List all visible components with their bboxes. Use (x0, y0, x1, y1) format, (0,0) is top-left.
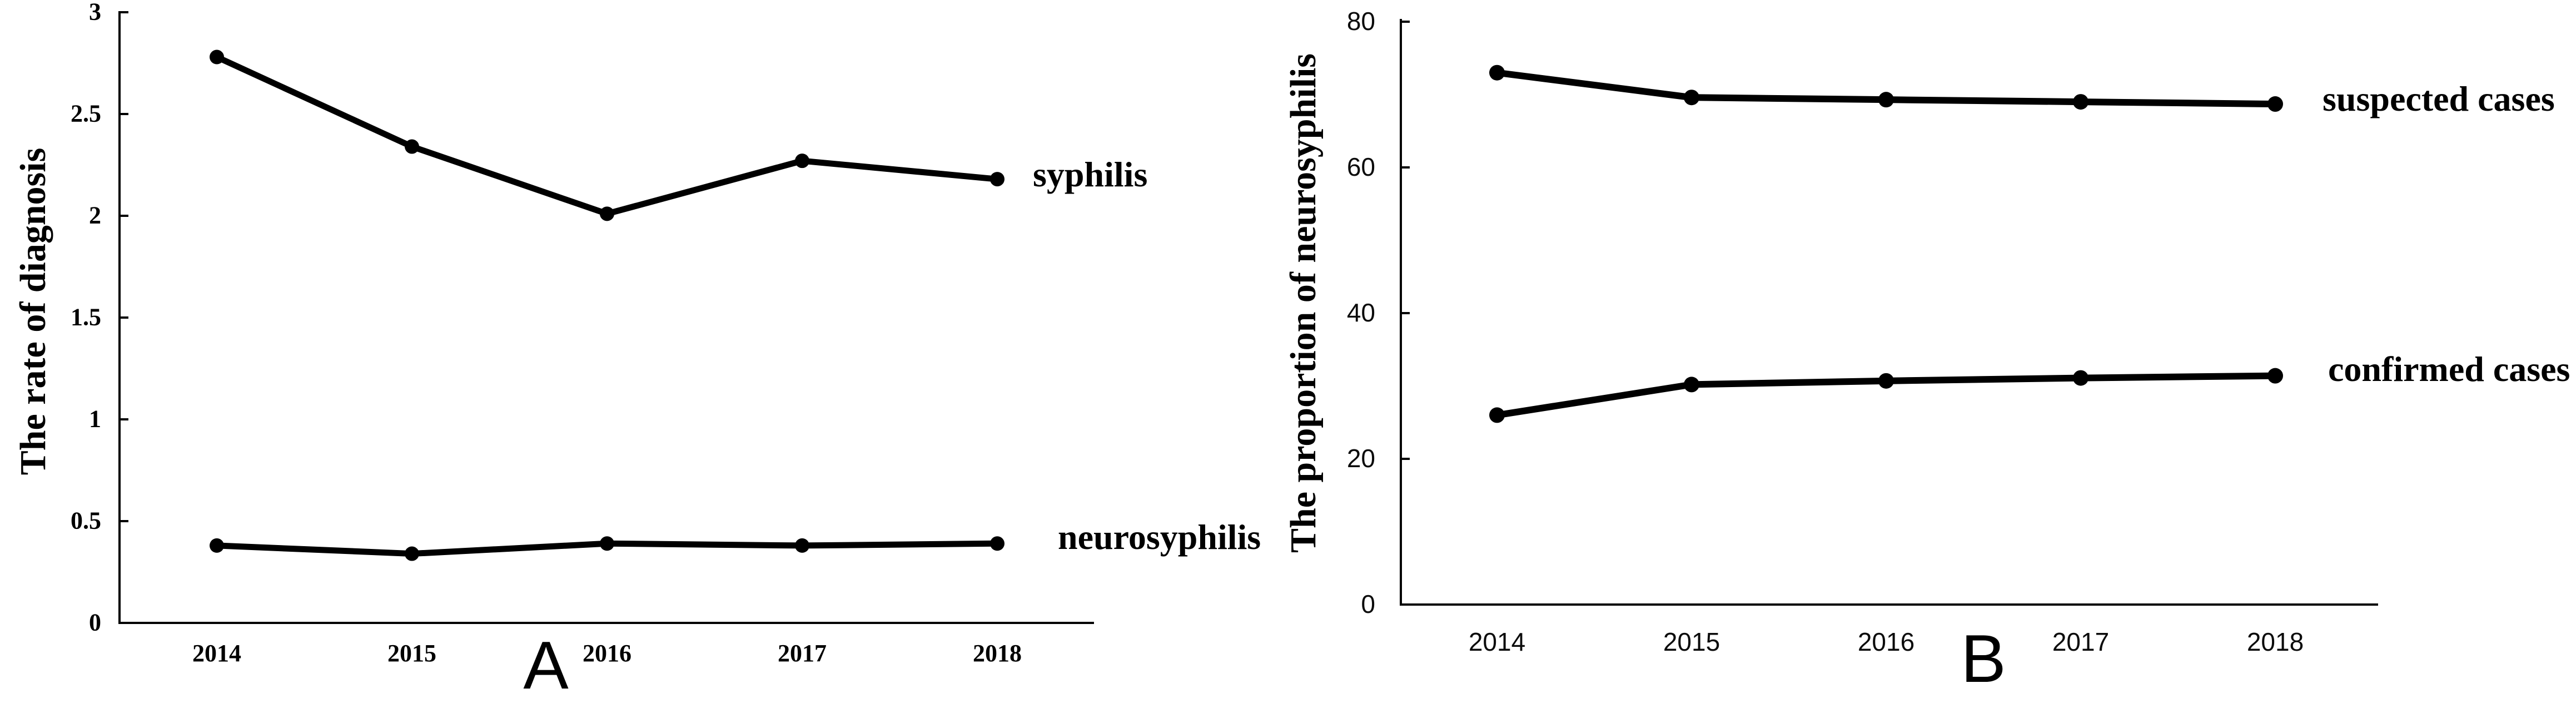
y-tick-label: 0 (89, 608, 101, 636)
y-tick-label: 0.5 (71, 507, 101, 534)
x-tick-label: 2015 (387, 640, 436, 667)
y-tick-label: 1.5 (71, 303, 101, 331)
data-point-marker (1878, 92, 1894, 108)
data-point-marker (2267, 368, 2283, 384)
x-tick-label: 2018 (973, 640, 1022, 667)
x-tick-label: 2016 (583, 640, 631, 667)
x-tick-label: 2018 (2246, 627, 2304, 656)
y-tick-label: 1 (89, 405, 101, 433)
y-tick-label: 60 (1346, 152, 1375, 181)
data-point-marker (990, 172, 1004, 187)
data-point-marker (600, 206, 614, 221)
panel-letter-a: A (523, 627, 569, 703)
y-tick-label: 2 (89, 201, 101, 229)
data-point-marker (405, 139, 419, 154)
y-tick-label: 40 (1346, 298, 1375, 327)
x-tick-label: 2017 (778, 640, 827, 667)
data-point-marker (1878, 373, 1894, 389)
series-label-confirmed-cases: confirmed cases (2328, 349, 2570, 389)
x-tick-label: 2016 (1857, 627, 1915, 656)
x-tick-label: 2014 (192, 640, 241, 667)
data-point-marker (2073, 94, 2088, 110)
y-tick-label: 2.5 (71, 100, 101, 127)
y-tick-label: 0 (1361, 589, 1375, 618)
series-label-neurosyphilis: neurosyphilis (1058, 517, 1261, 557)
panel-letter-b: B (1961, 621, 2006, 696)
data-point-marker (1489, 65, 1505, 81)
data-point-marker (795, 154, 809, 169)
series-label-syphilis: syphilis (1033, 155, 1148, 194)
data-point-marker (600, 536, 614, 551)
data-point-marker (210, 538, 224, 553)
data-point-marker (405, 546, 419, 561)
x-tick-label: 2017 (2052, 627, 2110, 656)
y-tick-label: 20 (1346, 443, 1375, 473)
data-point-marker (1489, 407, 1505, 423)
data-point-marker (795, 538, 809, 553)
data-point-marker (2073, 370, 2088, 386)
x-tick-label: 2015 (1663, 627, 1720, 656)
x-tick-label: 2014 (1468, 627, 1526, 656)
y-tick-label: 3 (89, 0, 101, 26)
data-point-marker (210, 49, 224, 65)
data-point-marker (1684, 90, 1699, 106)
data-point-marker (1684, 377, 1699, 393)
data-point-marker (990, 536, 1004, 551)
data-point-marker (2267, 96, 2283, 112)
series-label-suspected-cases: suspected cases (2323, 79, 2555, 118)
y-tick-label: 80 (1346, 6, 1375, 36)
